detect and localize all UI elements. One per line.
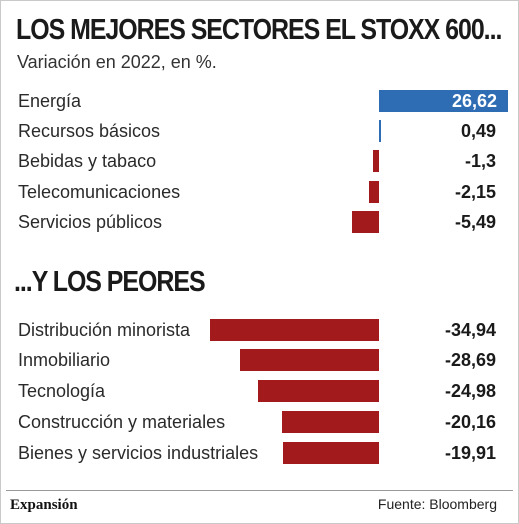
- bar-0-1: [379, 120, 382, 142]
- bar-0-3: [368, 181, 379, 203]
- value-label: -19,91: [444, 443, 496, 463]
- category-label: Energía: [18, 91, 82, 111]
- bar-0-0: [379, 90, 508, 112]
- value-label: -28,69: [444, 350, 496, 370]
- bar-1-2: [258, 380, 379, 402]
- footer-divider: [6, 490, 513, 491]
- category-label: Distribución minorista: [18, 320, 191, 340]
- brand-logo: Expansión: [10, 497, 78, 513]
- value-label: -2,15: [454, 182, 496, 202]
- source-note: Fuente: Bloomberg: [377, 496, 497, 512]
- chart-title: LOS MEJORES SECTORES EL STOXX 600...: [16, 14, 502, 46]
- value-label: -20,16: [444, 412, 496, 432]
- value-label: -1,3: [464, 151, 496, 171]
- bar-0-2: [372, 150, 379, 172]
- bar-1-4: [282, 442, 379, 464]
- value-label: -5,49: [454, 212, 496, 232]
- bar-1-0: [210, 319, 379, 341]
- category-label: Construcción y materiales: [18, 412, 226, 432]
- category-label: Recursos básicos: [18, 121, 161, 141]
- section-title-worst: ...Y LOS PEORES: [14, 266, 206, 298]
- bar-0-4: [352, 211, 379, 233]
- value-label: 26,62: [451, 91, 497, 111]
- chart-subtitle: Variación en 2022, en %.: [17, 52, 217, 72]
- category-label: Servicios públicos: [18, 212, 163, 232]
- category-label: Telecomunicaciones: [18, 182, 181, 202]
- value-label: -34,94: [444, 320, 496, 340]
- bar-1-1: [240, 349, 379, 371]
- category-label: Tecnología: [18, 381, 106, 401]
- value-label: 0,49: [460, 121, 496, 141]
- category-label: Bienes y servicios industriales: [18, 443, 259, 463]
- value-label: -24,98: [444, 381, 496, 401]
- category-label: Inmobiliario: [18, 350, 111, 370]
- category-label: Bebidas y tabaco: [18, 151, 157, 171]
- bar-1-3: [281, 411, 379, 433]
